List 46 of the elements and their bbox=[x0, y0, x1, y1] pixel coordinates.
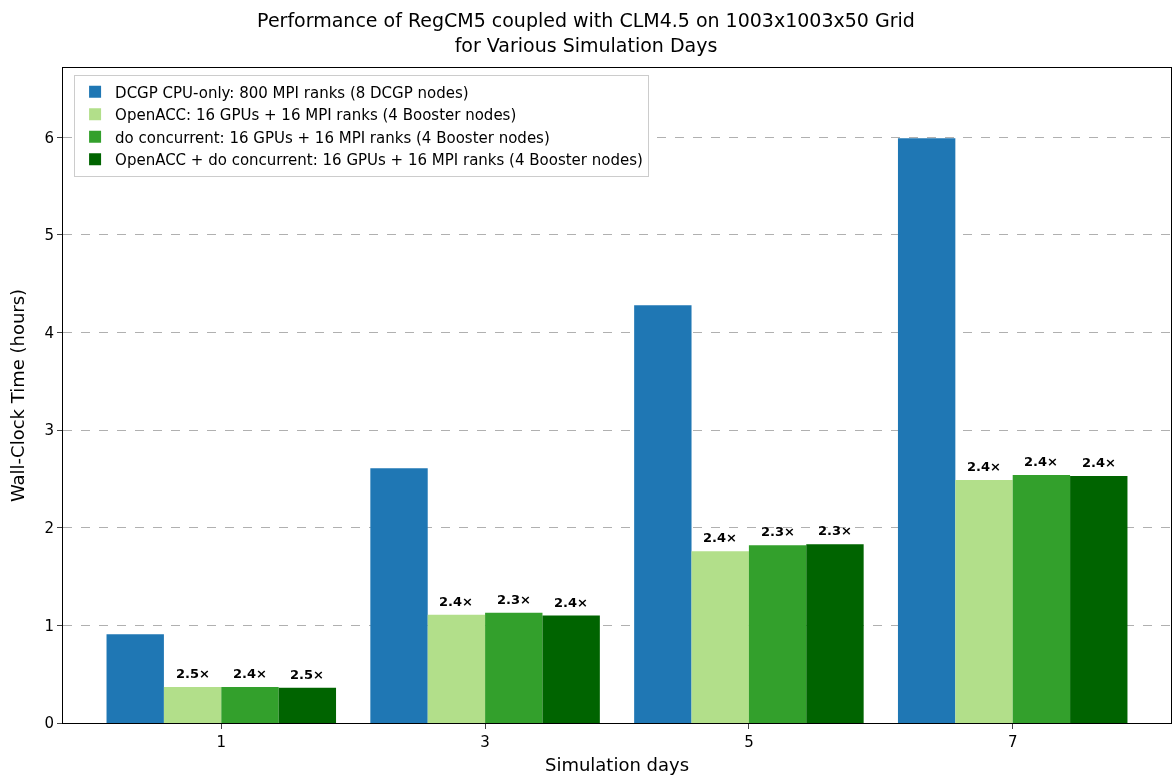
legend-label: do concurrent: 16 GPUs + 16 MPI ranks (4 Booster nodes) bbox=[115, 128, 550, 147]
annotation: 2.4× bbox=[703, 530, 737, 545]
bar bbox=[370, 468, 428, 723]
annotation: 2.4× bbox=[1024, 454, 1058, 469]
bar bbox=[806, 544, 864, 723]
bar bbox=[542, 615, 600, 723]
x-axis-title: Simulation days bbox=[544, 754, 690, 776]
y-tick-label: 6 bbox=[44, 128, 54, 147]
bar bbox=[106, 634, 164, 723]
bar bbox=[278, 687, 337, 723]
bar bbox=[163, 686, 222, 723]
bar bbox=[748, 545, 807, 723]
bar bbox=[485, 612, 543, 723]
y-axis-title: Wall-Clock Time (hours) bbox=[6, 288, 28, 503]
bar bbox=[1012, 475, 1071, 723]
bar bbox=[221, 686, 279, 723]
annotation: 2.4× bbox=[1082, 455, 1116, 470]
annotation: 2.3× bbox=[818, 523, 852, 538]
y-tick-label: 4 bbox=[44, 323, 54, 342]
annotation: 2.3× bbox=[761, 524, 795, 539]
y-tick-label: 1 bbox=[44, 616, 54, 635]
bar bbox=[1070, 476, 1128, 723]
bar bbox=[897, 138, 956, 723]
annotation: 2.5× bbox=[176, 666, 210, 681]
annotation: 2.5× bbox=[290, 667, 324, 682]
x-tick-label: 1 bbox=[216, 733, 227, 751]
x-tick-label: 5 bbox=[744, 733, 754, 751]
chart-title: Performance of RegCM5 coupled with CLM4.5 on 1003x1003x50 Grid for Various Simulation Days bbox=[257, 9, 915, 57]
y-tick-label: 5 bbox=[44, 226, 54, 245]
legend-label: DCGP CPU-only: 800 MPI ranks (8 DCGP nodes) bbox=[115, 83, 469, 102]
bar bbox=[634, 305, 692, 723]
x-tick-label: 7 bbox=[1007, 733, 1018, 751]
legend-label: OpenACC: 16 GPUs + 16 MPI ranks (4 Booster nodes) bbox=[115, 106, 517, 125]
annotation: 2.4× bbox=[233, 666, 267, 681]
y-tick-label: 0 bbox=[44, 714, 54, 733]
y-tick-label: 2 bbox=[44, 519, 54, 538]
bar bbox=[427, 614, 486, 723]
annotation: 2.4× bbox=[554, 595, 588, 610]
annotation: 2.4× bbox=[967, 459, 1001, 474]
y-tick-label: 3 bbox=[44, 421, 54, 440]
legend-label: OpenACC + do concurrent: 16 GPUs + 16 MPI ranks (4 Booster nodes) bbox=[115, 151, 643, 170]
x-tick-label: 3 bbox=[480, 733, 490, 751]
annotation: 2.3× bbox=[497, 592, 531, 607]
bar bbox=[955, 479, 1013, 723]
annotation: 2.4× bbox=[439, 594, 473, 609]
bar bbox=[691, 551, 749, 723]
